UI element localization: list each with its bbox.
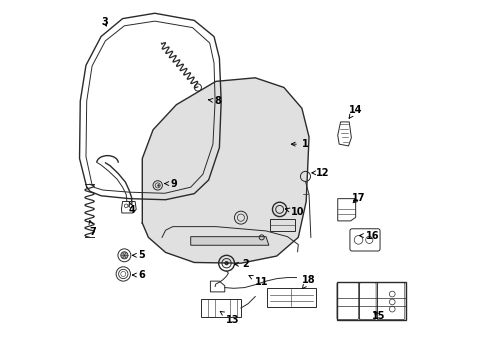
Text: 13: 13 xyxy=(220,311,239,325)
Text: 4: 4 xyxy=(129,202,136,216)
Text: 11: 11 xyxy=(248,275,268,287)
Text: 18: 18 xyxy=(301,275,315,289)
Text: 7: 7 xyxy=(89,220,96,237)
Polygon shape xyxy=(142,78,308,263)
Text: 1: 1 xyxy=(291,139,308,149)
Text: 2: 2 xyxy=(234,259,249,269)
Text: 10: 10 xyxy=(285,207,304,217)
Text: 14: 14 xyxy=(348,105,361,118)
Text: 16: 16 xyxy=(359,231,379,240)
Polygon shape xyxy=(190,237,268,245)
Text: 12: 12 xyxy=(311,168,329,178)
Text: 8: 8 xyxy=(208,96,221,106)
Text: 15: 15 xyxy=(371,311,385,321)
Text: 6: 6 xyxy=(132,270,145,280)
Text: 17: 17 xyxy=(351,193,365,203)
Text: 9: 9 xyxy=(164,179,177,189)
Circle shape xyxy=(224,261,228,265)
Text: 3: 3 xyxy=(101,17,107,27)
Circle shape xyxy=(121,252,128,259)
Text: 5: 5 xyxy=(132,250,145,260)
